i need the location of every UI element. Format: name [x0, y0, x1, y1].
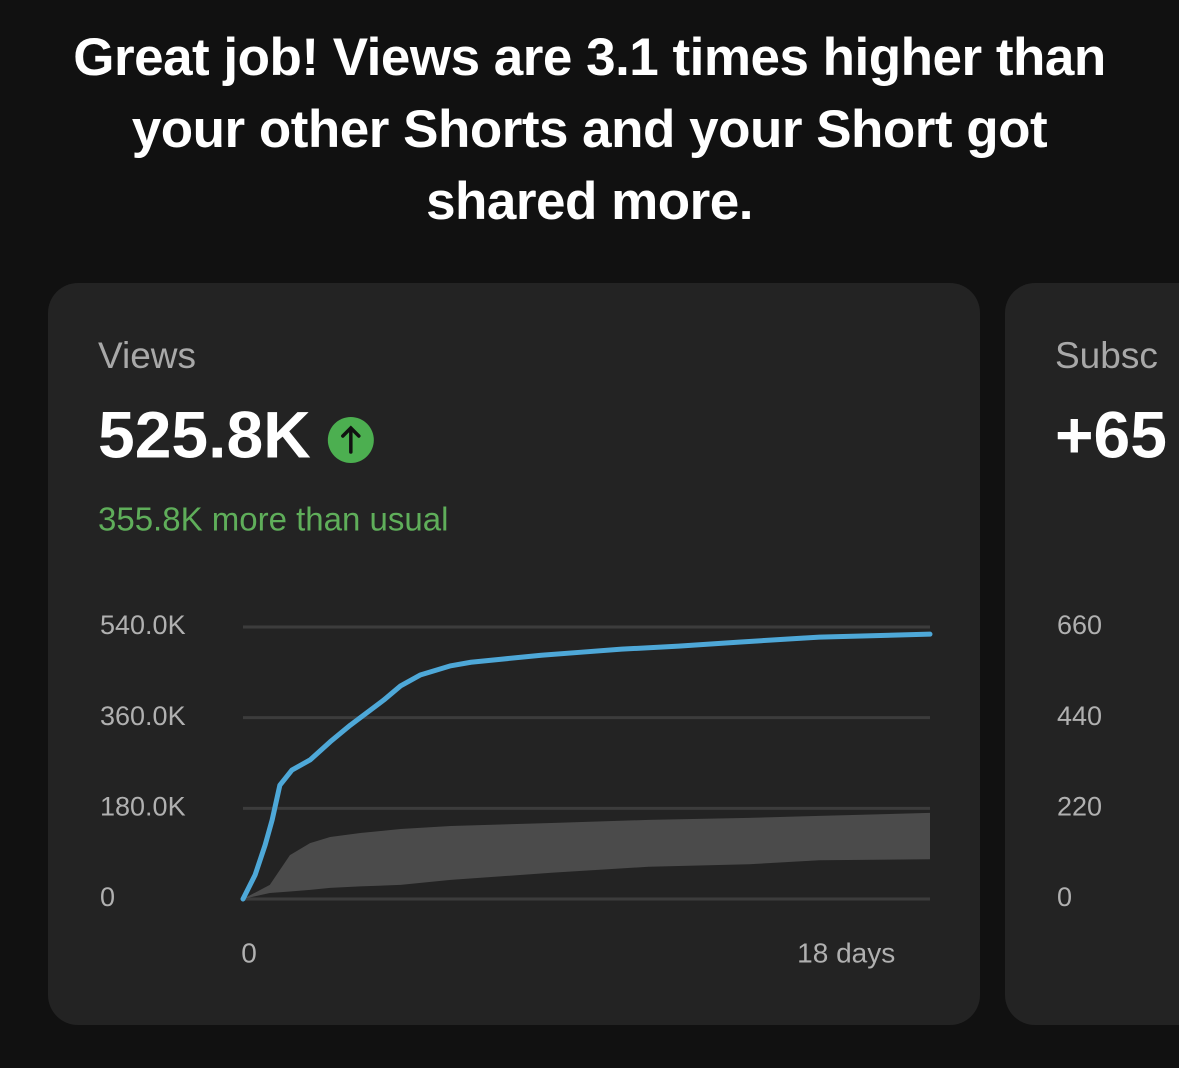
x-tick-label: 0: [241, 937, 257, 968]
y-tick-label: 0: [100, 882, 115, 912]
typical-range-band: [243, 812, 930, 899]
y-tick-label: 360.0K: [100, 701, 186, 731]
headline: Great job! Views are 3.1 times higher th…: [73, 28, 1106, 231]
metric-card: Views 525.8K 355.8K more than usual 0 180.0K…: [48, 283, 980, 1025]
y-tick-label: 0: [1057, 882, 1072, 912]
card-background: [48, 283, 980, 1025]
card-background: [1005, 283, 1179, 1025]
x-tick-label: 18 days: [797, 937, 895, 968]
metric-value: 525.8K: [98, 397, 311, 471]
metric-card: Subsc+6502204406600: [1005, 283, 1179, 1025]
metric-value: +65: [1055, 397, 1167, 471]
y-tick-label: 180.0K: [100, 791, 186, 821]
views-line: [240, 631, 933, 902]
y-tick-label: 440: [1057, 701, 1102, 731]
y-tick-label: 660: [1057, 610, 1102, 640]
metric-label: Views: [98, 335, 196, 376]
trend-up-arrow: [341, 425, 361, 454]
y-tick-label: 220: [1057, 791, 1102, 821]
metric-delta: 355.8K more than usual: [98, 501, 448, 538]
metric-label: Subsc: [1055, 335, 1158, 376]
y-tick-label: 540.0K: [100, 610, 186, 640]
